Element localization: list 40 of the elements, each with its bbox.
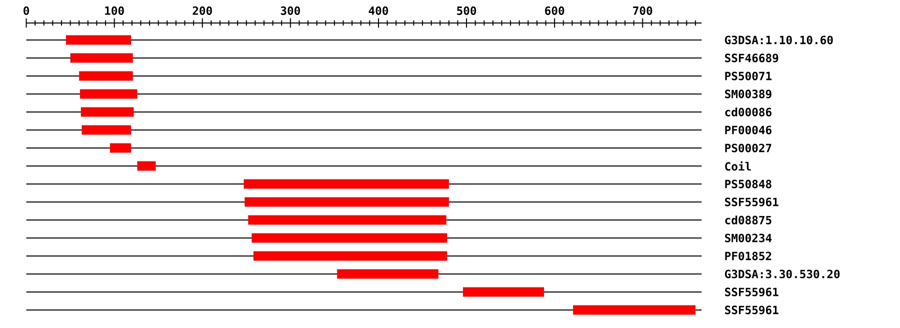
x-tick-label: 400 <box>368 6 388 15</box>
y-tick-label: PS00027 <box>725 144 772 152</box>
y-tick-label: cd00086 <box>725 108 772 116</box>
y-tick-label: SSF46689 <box>725 54 778 62</box>
x-tick-label: 600 <box>545 6 564 15</box>
bar <box>244 197 449 207</box>
bar <box>82 125 132 135</box>
bar <box>70 53 133 63</box>
bar <box>573 305 696 315</box>
x-tick-label: 700 <box>633 6 652 15</box>
bar <box>244 179 449 189</box>
bar <box>110 143 132 153</box>
x-tick-label: 100 <box>105 6 124 15</box>
y-tick-label: SSF55961 <box>725 288 778 296</box>
y-tick-label: Coil <box>725 161 751 171</box>
bar <box>248 215 446 225</box>
bar <box>337 269 438 279</box>
bar <box>66 35 132 45</box>
y-tick-label: G3DSA:1.10.10.60 <box>724 36 833 44</box>
y-tick-label: PF00046 <box>725 126 772 134</box>
bar <box>462 287 544 297</box>
y-tick-label: SM00389 <box>725 90 772 98</box>
bar <box>80 107 134 117</box>
x-tick-label: 0 <box>24 6 30 15</box>
y-tick-label: G3DSA:3.30.530.20 <box>724 270 840 278</box>
y-tick-label: PF01852 <box>725 252 772 260</box>
y-tick-label: PS50848 <box>725 180 772 188</box>
y-tick-label: SSF55961 <box>725 198 778 206</box>
y-tick-label: SM00234 <box>725 234 772 242</box>
bar <box>79 71 133 81</box>
x-tick-label: 200 <box>192 6 212 15</box>
x-tick-label: 500 <box>457 6 476 15</box>
y-tick-label: SSF55961 <box>725 306 778 314</box>
x-tick-label: 300 <box>280 6 300 15</box>
bar <box>252 233 448 243</box>
bar <box>80 89 138 99</box>
y-tick-label: cd08875 <box>725 216 772 224</box>
y-tick-label: PS50071 <box>725 72 772 80</box>
bar <box>137 161 156 171</box>
bar <box>253 251 448 261</box>
